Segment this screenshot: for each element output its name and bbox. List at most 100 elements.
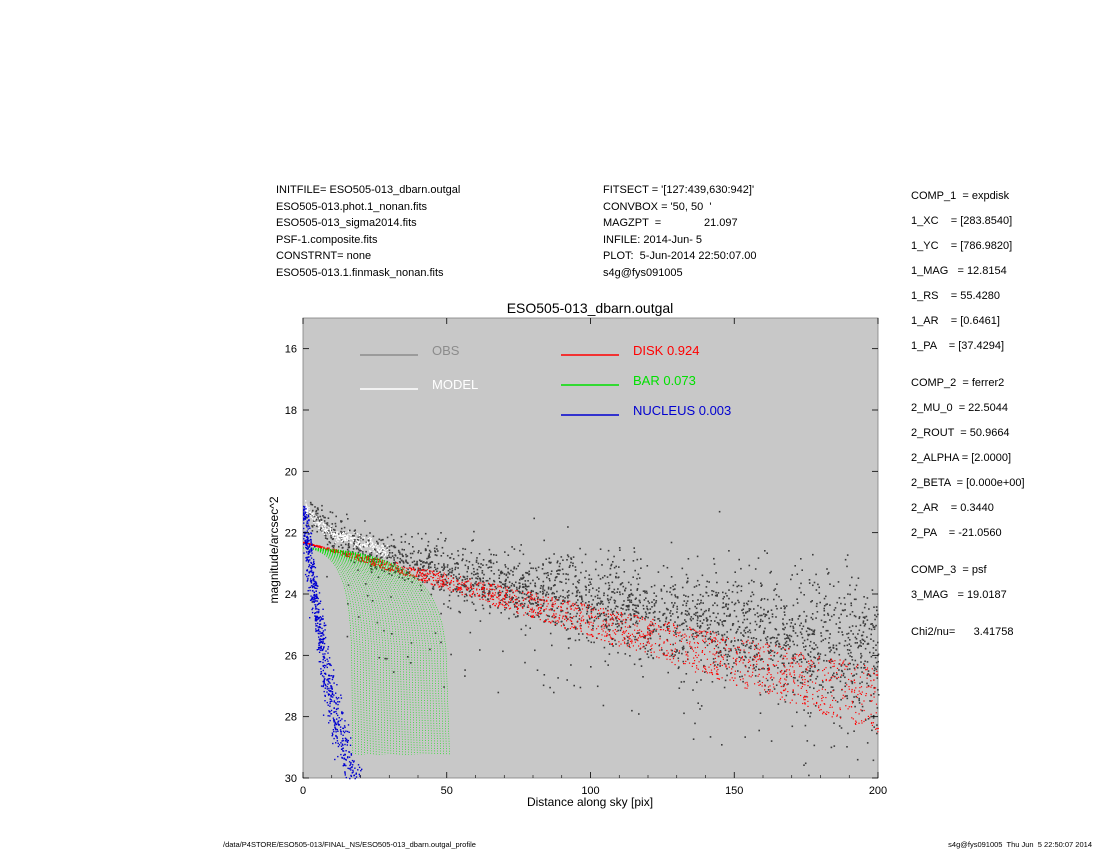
obs-point [849, 655, 851, 657]
disk-point [501, 603, 503, 605]
disk-point [764, 689, 766, 691]
obs-point [670, 615, 672, 617]
obs-point [875, 649, 877, 651]
obs-point [715, 616, 718, 619]
disk-point [492, 588, 494, 590]
nucleus-point [323, 672, 326, 675]
disk-point [635, 649, 637, 651]
obs-point [798, 659, 801, 661]
disk-point [716, 670, 718, 672]
disk-point [870, 680, 872, 682]
obs-point [748, 610, 751, 612]
obs-point [809, 667, 811, 670]
disk-point [317, 545, 319, 547]
obs-point [759, 639, 762, 642]
nucleus-point [344, 772, 346, 774]
disk-point [667, 652, 669, 654]
obs-point [599, 548, 602, 550]
nucleus-point [314, 566, 317, 569]
obs-point [454, 566, 457, 569]
obs-point [636, 611, 638, 614]
obs-point [744, 651, 746, 654]
obs-point [451, 569, 454, 572]
nucleus-point [307, 579, 309, 581]
nucleus-point [315, 605, 317, 607]
obs-point [500, 585, 502, 587]
nucleus-point [325, 624, 327, 626]
nucleus-point [306, 545, 309, 547]
nucleus-point [314, 598, 316, 600]
obs-point [738, 601, 740, 604]
obs-point [676, 624, 679, 627]
obs-point [749, 631, 752, 634]
disk-point [420, 579, 422, 581]
obs-point [471, 564, 474, 566]
nucleus-point [307, 551, 310, 553]
obs-point [638, 713, 640, 715]
obs-point [695, 631, 698, 634]
obs-point [638, 632, 640, 634]
obs-point [567, 638, 570, 640]
header-mid-block: FITSECT = '[127:439,630:942]' CONVBOX = '… [603, 182, 757, 281]
obs-point [652, 612, 655, 614]
nucleus-point [313, 593, 316, 596]
obs-point [701, 622, 704, 624]
nucleus-point [330, 709, 333, 712]
disk-point [531, 615, 533, 617]
obs-point [824, 654, 827, 656]
disk-point [318, 546, 321, 548]
disk-point [472, 590, 474, 593]
disk-point [767, 664, 769, 666]
disk-point [611, 643, 613, 645]
disk-point [711, 640, 713, 642]
obs-point [513, 548, 516, 550]
obs-point [768, 652, 770, 654]
disk-point [869, 717, 871, 719]
obs-point [646, 565, 649, 567]
disk-point [854, 682, 856, 684]
obs-point [572, 562, 574, 565]
disk-point [705, 640, 707, 642]
disk-point [430, 583, 432, 585]
nucleus-point [344, 774, 346, 776]
obs-point [778, 645, 780, 648]
obs-point [638, 577, 641, 579]
obs-point [616, 605, 619, 608]
disk-point [753, 655, 755, 658]
obs-point [835, 648, 838, 651]
obs-point [792, 676, 795, 679]
nucleus-point [350, 763, 352, 765]
obs-point [388, 572, 390, 575]
obs-point [545, 594, 547, 597]
obs-point [696, 681, 698, 684]
disk-point [379, 560, 381, 562]
disk-point [598, 633, 600, 635]
obs-point [850, 645, 852, 647]
obs-point [719, 665, 721, 667]
nucleus-point [318, 636, 320, 638]
obs-point [748, 646, 750, 649]
obs-point [768, 622, 771, 624]
obs-point [410, 642, 413, 644]
disk-point [701, 650, 704, 652]
disk-point [652, 629, 654, 632]
obs-point [838, 597, 841, 599]
obs-point [611, 591, 613, 593]
disk-point [449, 589, 451, 591]
obs-point [843, 597, 846, 599]
disk-point [839, 663, 841, 665]
obs-point [440, 612, 442, 615]
disk-point [640, 630, 643, 632]
disk-point [496, 596, 498, 598]
obs-point [652, 631, 654, 633]
obs-point [806, 638, 809, 641]
nucleus-point [305, 557, 307, 559]
disk-point [664, 623, 666, 625]
obs-point [521, 602, 523, 605]
nucleus-point [313, 566, 315, 568]
disk-point [671, 652, 673, 654]
nucleus-point [317, 597, 319, 600]
obs-point [623, 600, 625, 602]
disk-point [386, 563, 388, 565]
obs-point [644, 635, 647, 637]
